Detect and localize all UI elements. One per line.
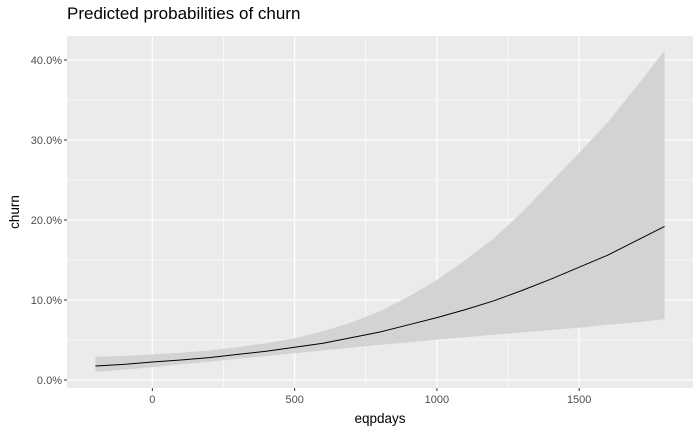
y-axis-label: churn	[7, 195, 22, 229]
chart-title: Predicted probabilities of churn	[67, 4, 301, 23]
x-tick-label: 1500	[567, 394, 591, 406]
y-tick-label: 10.0%	[31, 295, 62, 307]
confidence-ribbon	[95, 50, 665, 373]
x-tick-label: 500	[285, 394, 303, 406]
minor-gridlines	[67, 36, 693, 388]
y-tick-label: 20.0%	[31, 215, 62, 227]
x-tick-label: 0	[149, 394, 155, 406]
prediction-line	[95, 225, 665, 367]
x-tick-label: 1000	[425, 394, 449, 406]
x-axis-label: eqpdays	[354, 411, 405, 426]
y-tick-label: 0.0%	[37, 375, 62, 387]
y-axis-ticks: 0.0% 10.0% 20.0% 30.0% 40.0%	[31, 55, 67, 387]
y-tick-label: 40.0%	[31, 55, 62, 67]
x-axis-ticks: 0 500 1000 1500	[149, 388, 591, 406]
y-tick-label: 30.0%	[31, 135, 62, 147]
